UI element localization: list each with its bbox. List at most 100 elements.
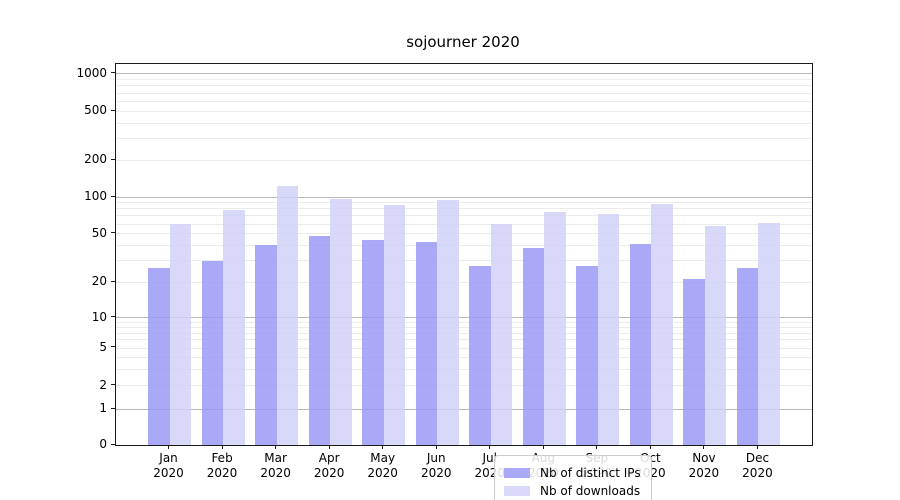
major-gridline	[116, 73, 812, 75]
y-tick-mark	[111, 280, 115, 282]
bar-downloads-jul	[490, 224, 513, 445]
bar-downloads-sep	[597, 213, 620, 445]
bar-distinct-ips-nov	[683, 279, 705, 445]
y-tick-mark	[111, 384, 115, 386]
bar-distinct-ips-may	[362, 240, 384, 445]
bar-distinct-ips-aug	[522, 248, 545, 445]
major-gridline	[116, 317, 812, 319]
x-tick-mark	[275, 445, 277, 449]
minor-gridline	[116, 202, 812, 204]
y-tick-label: 200	[84, 152, 107, 167]
legend-entry-downloads: Nb of downloads	[504, 483, 641, 499]
bar-downloads-dec	[758, 223, 780, 445]
minor-gridline	[116, 385, 812, 387]
legend-label-distinct-ips: Nb of distinct IPs	[540, 466, 641, 480]
bar-downloads-jun	[437, 199, 459, 445]
bar-distinct-ips-jan	[148, 268, 170, 445]
x-tick-label-nov: Nov 2020	[688, 451, 720, 480]
x-tick-mark	[756, 445, 758, 449]
legend-entry-distinct-ips: Nb of distinct IPs	[504, 465, 641, 481]
bar-distinct-ips-jun	[415, 241, 438, 445]
minor-gridline	[116, 281, 812, 283]
bar-distinct-ips-mar	[255, 245, 277, 445]
x-tick-mark	[221, 445, 223, 449]
y-tick-mark	[111, 407, 115, 409]
minor-gridline	[116, 223, 812, 225]
y-tick-mark	[111, 195, 115, 197]
bar-downloads-may	[383, 205, 406, 445]
y-tick-label: 10	[91, 309, 107, 324]
y-tick-label: 20	[91, 274, 107, 288]
bar-distinct-ips-feb	[201, 260, 224, 445]
minor-gridline	[116, 332, 812, 334]
y-tick-label: 1	[99, 401, 107, 416]
x-tick-label-feb: Feb 2020	[206, 451, 238, 480]
y-tick-mark	[111, 316, 115, 318]
chart-title: sojourner 2020	[406, 33, 520, 51]
x-tick-label-jun: Jun 2020	[420, 451, 452, 480]
y-tick-label: 1000	[76, 65, 107, 80]
bar-distinct-ips-dec	[736, 268, 759, 445]
y-tick-mark	[111, 158, 115, 160]
x-tick-mark	[435, 445, 437, 449]
minor-gridline	[116, 138, 812, 140]
minor-gridline	[116, 339, 812, 341]
minor-gridline	[116, 215, 812, 217]
x-tick-label-mar: Mar 2020	[260, 451, 291, 480]
x-tick-mark	[328, 445, 330, 449]
minor-gridline	[116, 79, 812, 81]
major-gridline	[116, 408, 812, 410]
plot-area: Nb of distinct IPs Nb of downloads	[115, 63, 813, 500]
x-tick-mark	[168, 445, 170, 449]
y-tick-mark	[111, 346, 115, 348]
bar-distinct-ips-apr	[308, 235, 331, 445]
minor-gridline	[116, 159, 812, 161]
legend: Nb of distinct IPs Nb of downloads	[494, 455, 652, 500]
x-tick-mark	[703, 445, 705, 449]
minor-gridline	[116, 260, 812, 262]
x-tick-mark	[596, 445, 598, 449]
minor-gridline	[116, 326, 812, 328]
bar-downloads-feb	[223, 209, 245, 445]
y-tick-label: 0	[99, 437, 107, 451]
minor-gridline	[116, 321, 812, 323]
bar-distinct-ips-sep	[576, 266, 598, 445]
bar-downloads-apr	[330, 198, 352, 445]
legend-label-downloads: Nb of downloads	[540, 484, 641, 498]
x-tick-label-may: May 2020	[367, 451, 398, 480]
minor-gridline	[116, 85, 812, 87]
minor-gridline	[116, 122, 812, 124]
y-tick-mark	[111, 109, 115, 111]
legend-swatch-distinct-ips	[504, 468, 530, 478]
bar-downloads-oct	[651, 203, 673, 445]
x-tick-mark	[382, 445, 384, 449]
y-tick-label: 50	[91, 225, 107, 240]
minor-gridline	[116, 110, 812, 112]
y-tick-label: 500	[84, 103, 107, 117]
bar-downloads-mar	[276, 186, 299, 445]
y-tick-mark	[111, 443, 115, 445]
x-tick-mark	[489, 445, 491, 449]
bar-distinct-ips-jul	[469, 266, 491, 445]
y-tick-label: 100	[84, 189, 107, 203]
minor-gridline	[116, 356, 812, 358]
bar-downloads-aug	[544, 212, 566, 445]
x-tick-label-apr: Apr 2020	[313, 451, 345, 480]
x-tick-label-dec: Dec 2020	[742, 451, 773, 480]
legend-swatch-downloads	[504, 486, 530, 496]
x-tick-mark	[649, 445, 651, 449]
y-tick-mark	[111, 232, 115, 234]
major-gridline	[116, 196, 812, 198]
x-tick-label-jan: Jan 2020	[153, 451, 184, 480]
y-tick-mark	[111, 72, 115, 74]
y-tick-label: 5	[99, 339, 107, 354]
minor-gridline	[116, 100, 812, 102]
minor-gridline	[116, 244, 812, 246]
minor-gridline	[116, 368, 812, 370]
bar-downloads-nov	[704, 225, 727, 445]
minor-gridline	[116, 92, 812, 94]
x-tick-mark	[542, 445, 544, 449]
minor-gridline	[116, 208, 812, 210]
bar-distinct-ips-oct	[629, 244, 652, 445]
